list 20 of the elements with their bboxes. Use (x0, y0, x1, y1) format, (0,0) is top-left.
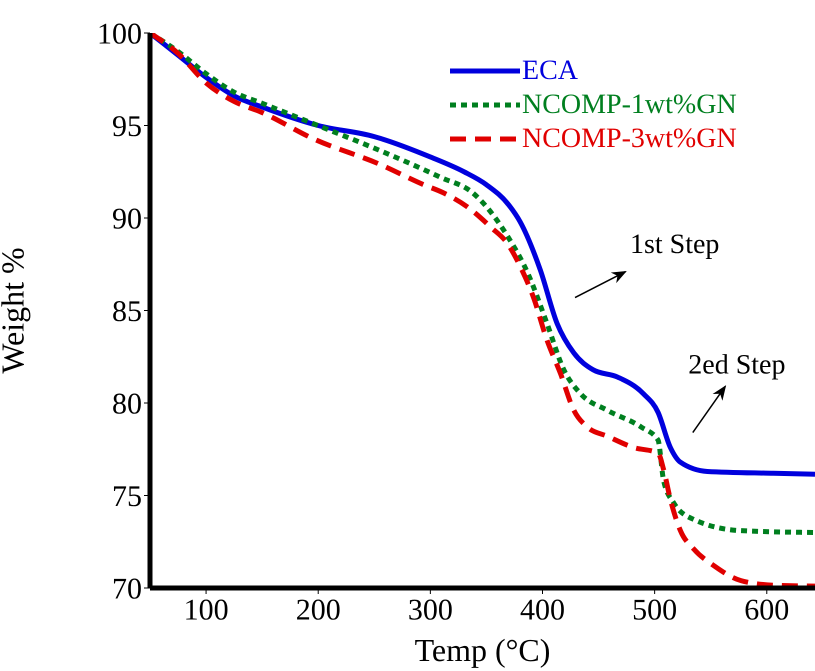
annotation: 1st Step (630, 229, 720, 260)
x-tick-label: 400 (520, 593, 565, 626)
y-axis-title: Weight % (0, 247, 30, 374)
y-tick-label: 75 (112, 480, 142, 514)
y-tick-label: 95 (112, 110, 142, 144)
y-tick-label: 100 (97, 18, 142, 51)
y-tick-label: 90 (112, 202, 142, 236)
annotation: 2ed Step (688, 349, 786, 380)
x-tick-label: 500 (632, 593, 678, 626)
legend-label: NCOMP-3wt%GN (522, 123, 737, 155)
x-tick-label: 100 (184, 593, 229, 626)
y-tick-label: 70 (112, 572, 142, 606)
y-tick-label: 80 (112, 388, 142, 421)
x-axis-title: Temp (°C) (414, 632, 550, 668)
x-tick-label: 200 (296, 593, 341, 626)
x-tick-label: 600 (744, 593, 790, 626)
x-tick-label: 300 (408, 593, 453, 626)
y-tick-label: 85 (112, 295, 142, 328)
legend-label: NCOMP-1wt%GN (522, 89, 737, 121)
legend-label: ECA (522, 55, 578, 87)
